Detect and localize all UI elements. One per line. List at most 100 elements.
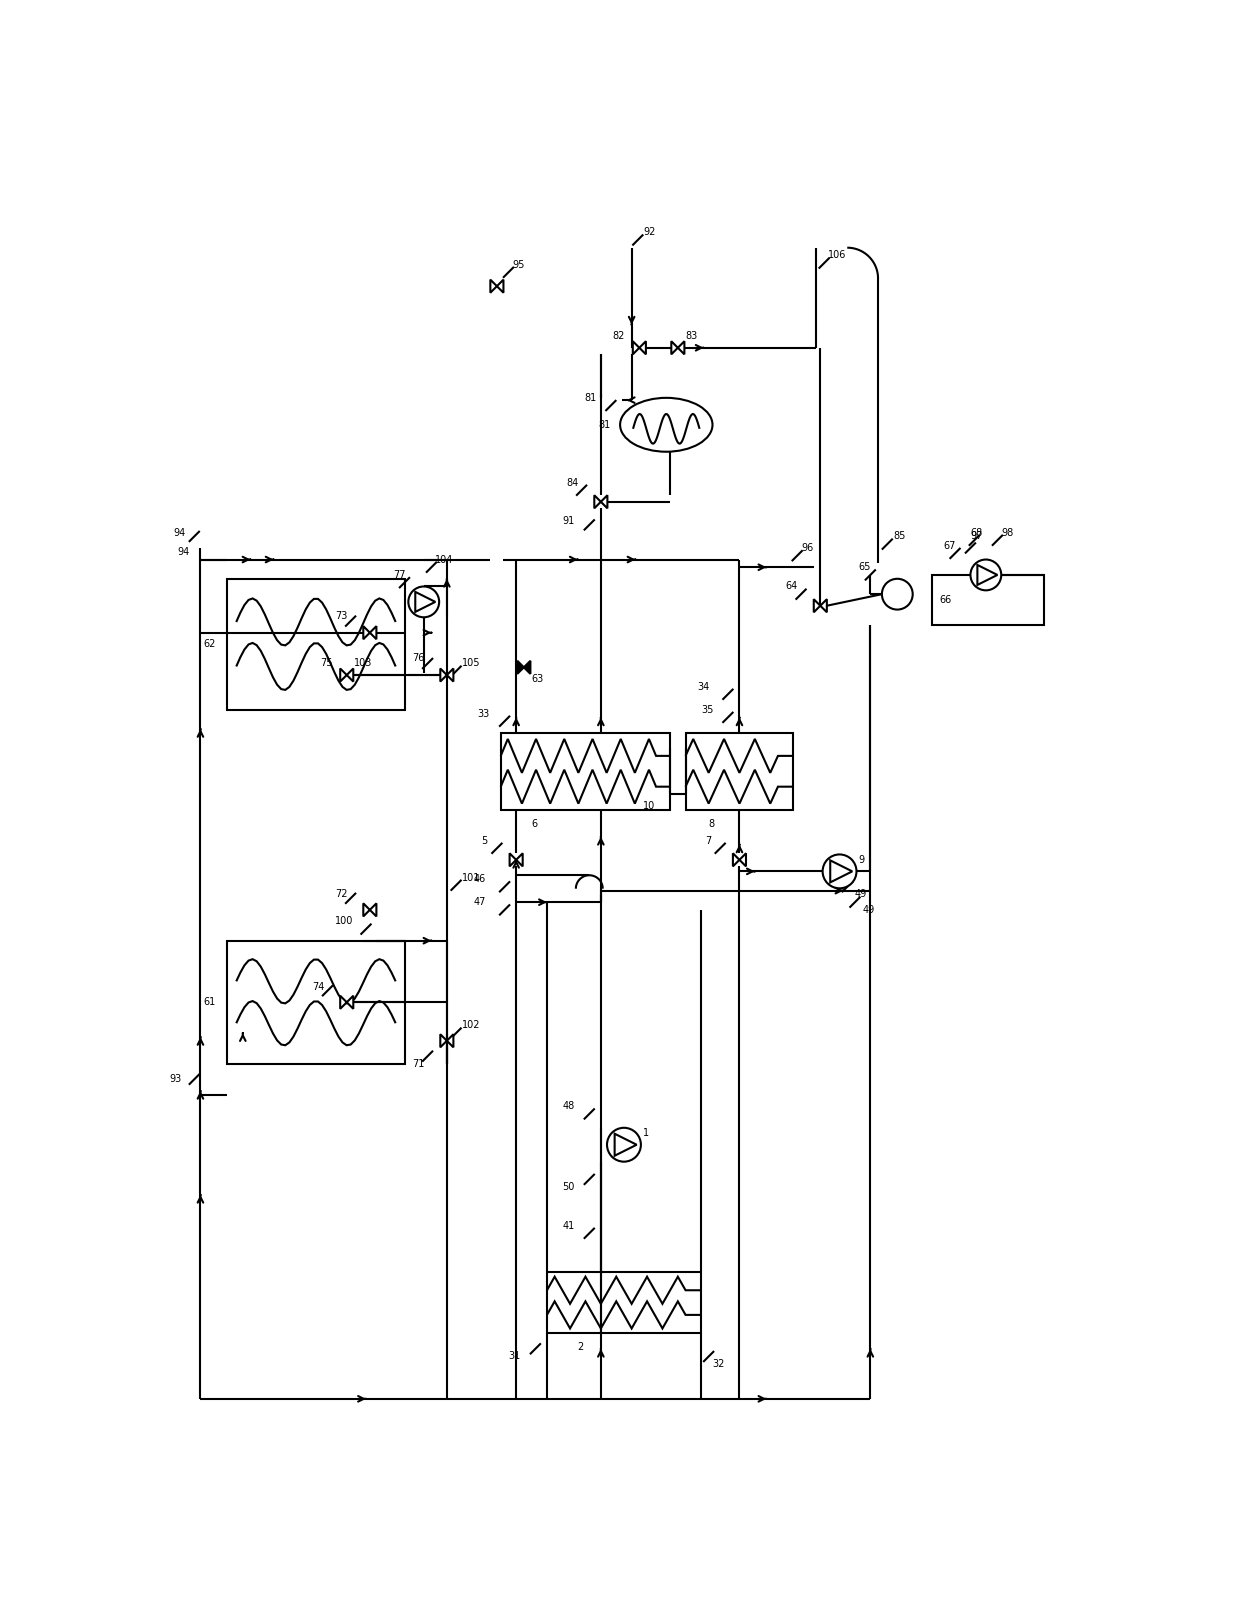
Polygon shape: [739, 854, 746, 867]
Polygon shape: [831, 860, 852, 883]
Text: 68: 68: [971, 527, 982, 538]
Polygon shape: [601, 495, 608, 508]
Text: 100: 100: [335, 916, 353, 926]
Text: 49: 49: [854, 889, 867, 899]
Text: 1: 1: [644, 1128, 650, 1137]
Text: 33: 33: [477, 708, 490, 719]
Bar: [932, 575, 1044, 625]
Bar: [547, 1272, 701, 1333]
Polygon shape: [490, 280, 497, 293]
Polygon shape: [347, 668, 353, 681]
Polygon shape: [497, 280, 503, 293]
Text: 49: 49: [863, 905, 875, 915]
Polygon shape: [340, 996, 347, 1009]
Polygon shape: [733, 854, 739, 867]
Text: 83: 83: [686, 332, 698, 341]
Text: 7: 7: [704, 836, 711, 846]
Text: 81: 81: [599, 420, 611, 429]
Polygon shape: [347, 996, 353, 1009]
Polygon shape: [517, 660, 523, 674]
Text: 84: 84: [567, 477, 578, 487]
Polygon shape: [510, 854, 516, 867]
Polygon shape: [415, 591, 435, 612]
Text: 66: 66: [940, 594, 952, 606]
Polygon shape: [523, 660, 531, 674]
Text: 8: 8: [708, 819, 714, 828]
Text: 35: 35: [701, 705, 713, 714]
Text: 46: 46: [474, 875, 486, 884]
Text: 92: 92: [644, 227, 656, 237]
Bar: [227, 578, 404, 710]
Circle shape: [608, 1128, 641, 1161]
Polygon shape: [615, 1134, 636, 1155]
Polygon shape: [977, 566, 997, 585]
Polygon shape: [363, 626, 370, 639]
Text: 103: 103: [355, 658, 373, 668]
FancyArrowPatch shape: [629, 397, 635, 404]
Text: 63: 63: [532, 674, 544, 684]
Text: 105: 105: [463, 658, 481, 668]
Text: 91: 91: [563, 516, 574, 525]
Polygon shape: [363, 904, 370, 916]
Text: 2: 2: [578, 1342, 584, 1352]
Polygon shape: [594, 495, 601, 508]
Polygon shape: [370, 626, 377, 639]
Polygon shape: [440, 668, 446, 681]
Polygon shape: [446, 1035, 454, 1048]
Text: 64: 64: [786, 582, 797, 591]
Text: 97: 97: [971, 532, 983, 541]
Text: 48: 48: [563, 1101, 574, 1112]
Text: 31: 31: [508, 1352, 521, 1362]
Text: 65: 65: [859, 562, 872, 572]
Text: 98: 98: [1001, 527, 1013, 538]
Bar: [501, 732, 670, 809]
Text: 75: 75: [320, 658, 332, 668]
Polygon shape: [340, 668, 347, 681]
Ellipse shape: [620, 397, 713, 452]
Text: 81: 81: [585, 392, 596, 402]
Text: 50: 50: [563, 1182, 574, 1192]
Text: 71: 71: [412, 1059, 424, 1069]
Circle shape: [971, 559, 1001, 590]
Text: 73: 73: [335, 610, 347, 620]
Text: 82: 82: [613, 332, 625, 341]
Circle shape: [882, 578, 913, 610]
Polygon shape: [640, 341, 646, 354]
Text: 85: 85: [894, 532, 906, 541]
Polygon shape: [813, 599, 821, 612]
Text: 32: 32: [713, 1358, 725, 1370]
Text: 104: 104: [435, 554, 454, 564]
Text: 41: 41: [563, 1221, 574, 1230]
Text: 96: 96: [801, 543, 813, 553]
Text: 61: 61: [203, 998, 216, 1008]
Text: 94: 94: [177, 546, 190, 557]
Polygon shape: [516, 854, 523, 867]
Polygon shape: [440, 1035, 446, 1048]
Polygon shape: [370, 904, 377, 916]
Polygon shape: [671, 341, 678, 354]
Text: 95: 95: [512, 260, 525, 269]
Bar: [227, 940, 404, 1064]
Text: 72: 72: [335, 889, 347, 899]
Text: 77: 77: [393, 570, 405, 580]
Text: 62: 62: [203, 639, 216, 649]
Text: 5: 5: [481, 836, 487, 846]
Text: 101: 101: [463, 873, 481, 883]
Text: 47: 47: [474, 897, 486, 907]
Text: 74: 74: [312, 982, 325, 992]
Text: 9: 9: [859, 855, 866, 865]
Text: 93: 93: [170, 1075, 182, 1085]
Polygon shape: [446, 668, 454, 681]
Text: 106: 106: [828, 250, 847, 261]
Circle shape: [822, 854, 857, 889]
Text: 102: 102: [463, 1020, 481, 1030]
Bar: [686, 732, 794, 809]
Polygon shape: [821, 599, 827, 612]
Text: 76: 76: [412, 654, 424, 663]
Text: 34: 34: [697, 681, 709, 692]
Text: 94: 94: [174, 527, 186, 538]
Text: 6: 6: [532, 819, 538, 828]
Circle shape: [408, 586, 439, 617]
Polygon shape: [632, 341, 640, 354]
Text: 67: 67: [944, 540, 956, 551]
